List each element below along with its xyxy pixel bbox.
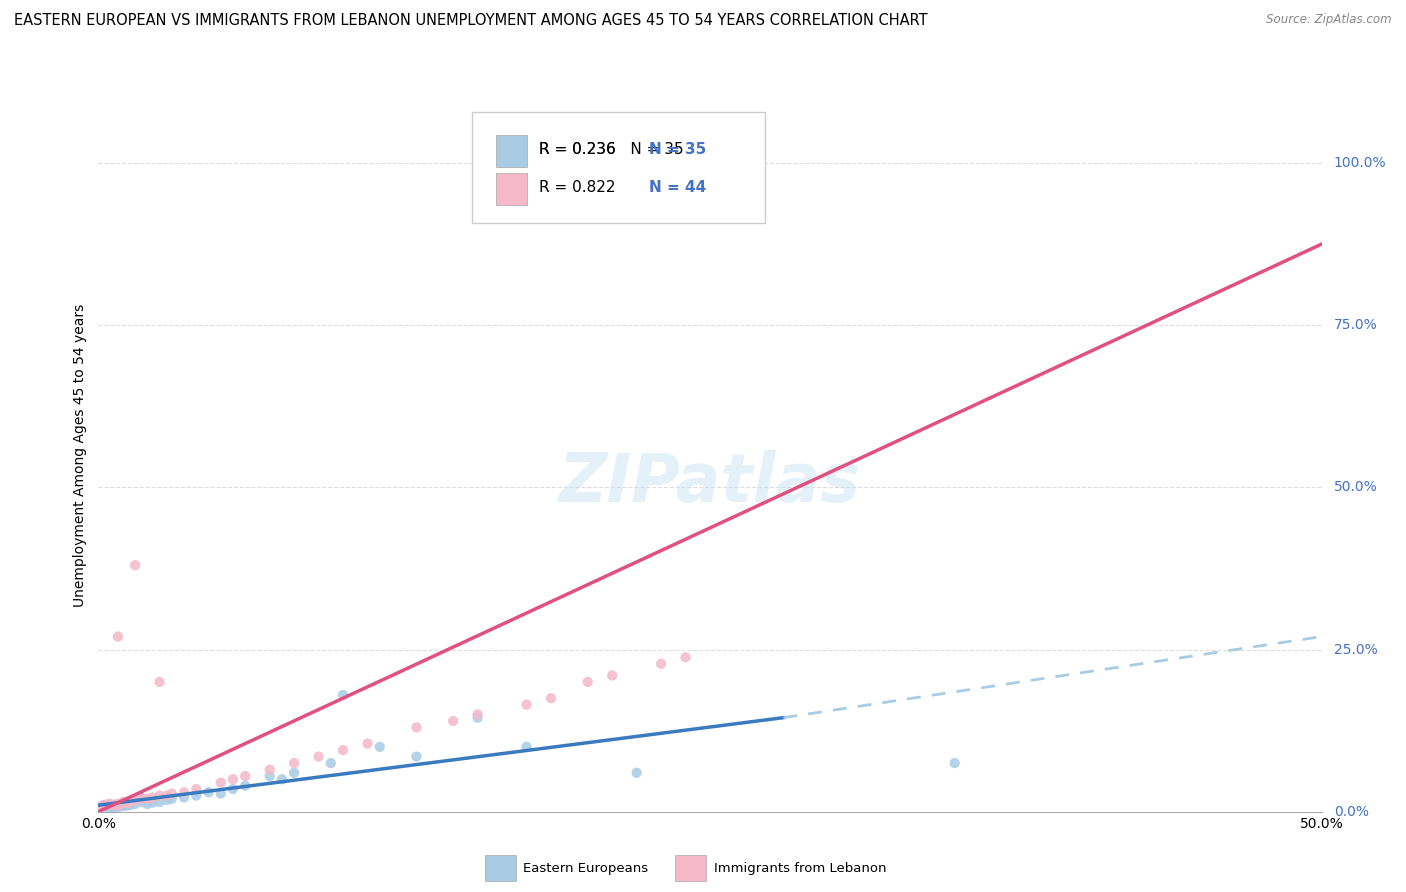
Point <box>107 630 129 644</box>
Point <box>259 769 281 783</box>
Point <box>149 795 172 809</box>
Point <box>650 657 672 671</box>
Point <box>222 772 245 787</box>
Point <box>91 798 114 813</box>
Point <box>515 739 537 754</box>
FancyBboxPatch shape <box>471 112 765 223</box>
Point <box>332 688 354 702</box>
Point <box>405 720 427 734</box>
Text: Eastern Europeans: Eastern Europeans <box>523 863 648 875</box>
Point <box>107 797 129 811</box>
Point <box>104 797 127 812</box>
Point <box>173 785 195 799</box>
Point <box>186 789 208 803</box>
Point <box>467 711 489 725</box>
Text: ZIPatlas: ZIPatlas <box>560 450 860 516</box>
Point <box>156 793 179 807</box>
Text: N = 44: N = 44 <box>648 180 706 194</box>
Point <box>114 796 136 810</box>
Text: 0.0%: 0.0% <box>1334 805 1369 819</box>
Point <box>124 793 146 807</box>
Point <box>120 798 142 813</box>
Point <box>209 787 232 801</box>
Point <box>97 801 120 815</box>
Point <box>136 797 159 811</box>
Point <box>233 769 256 783</box>
Point <box>173 790 195 805</box>
Text: EASTERN EUROPEAN VS IMMIGRANTS FROM LEBANON UNEMPLOYMENT AMONG AGES 45 TO 54 YEA: EASTERN EUROPEAN VS IMMIGRANTS FROM LEBA… <box>14 13 928 29</box>
Point <box>943 756 966 770</box>
Point <box>120 794 142 808</box>
Point <box>467 707 489 722</box>
Bar <box>496 173 526 205</box>
Text: R = 0.236   N = 35: R = 0.236 N = 35 <box>538 142 683 157</box>
Point <box>356 737 378 751</box>
Point <box>368 739 391 754</box>
Point <box>111 798 134 813</box>
Point <box>308 749 330 764</box>
Text: 50.0%: 50.0% <box>1334 481 1378 494</box>
Point <box>141 790 163 805</box>
Text: N = 35: N = 35 <box>648 142 706 157</box>
Point <box>576 675 599 690</box>
Point <box>441 714 464 728</box>
Point <box>129 790 152 805</box>
Point <box>131 791 153 805</box>
Point <box>141 796 163 810</box>
Bar <box>496 136 526 168</box>
Point <box>160 787 183 801</box>
Point <box>156 789 179 803</box>
Point <box>222 782 245 797</box>
Point <box>90 799 112 814</box>
Y-axis label: Unemployment Among Ages 45 to 54 years: Unemployment Among Ages 45 to 54 years <box>73 303 87 607</box>
Point <box>91 798 114 813</box>
Point <box>117 797 139 811</box>
Point <box>319 756 342 770</box>
Point <box>626 765 648 780</box>
Text: 75.0%: 75.0% <box>1334 318 1378 332</box>
Point <box>259 763 281 777</box>
Point <box>110 797 132 811</box>
Point <box>515 698 537 712</box>
Point <box>540 691 562 706</box>
Text: 100.0%: 100.0% <box>1334 156 1386 170</box>
Point <box>283 765 305 780</box>
Point <box>149 675 172 690</box>
Point <box>100 799 122 814</box>
Point <box>104 801 127 815</box>
Point <box>117 797 139 812</box>
Point <box>101 798 124 813</box>
Point <box>209 775 232 789</box>
Point <box>283 756 305 770</box>
Point <box>405 749 427 764</box>
Point <box>675 650 697 665</box>
Point <box>110 799 132 814</box>
Point <box>131 795 153 809</box>
Point <box>124 558 146 573</box>
Text: Source: ZipAtlas.com: Source: ZipAtlas.com <box>1267 13 1392 27</box>
Point <box>100 797 122 811</box>
Point <box>124 797 146 811</box>
Point <box>101 800 124 814</box>
Point <box>111 795 134 809</box>
Point <box>186 782 208 797</box>
Text: Immigrants from Lebanon: Immigrants from Lebanon <box>714 863 887 875</box>
Point <box>136 791 159 805</box>
Point <box>149 789 172 803</box>
Point <box>160 791 183 805</box>
Point <box>97 797 120 811</box>
Point <box>107 798 129 813</box>
Text: R = 0.236: R = 0.236 <box>538 142 630 157</box>
Point <box>600 668 623 682</box>
Point <box>114 798 136 813</box>
Text: R = 0.822: R = 0.822 <box>538 180 630 194</box>
Point <box>233 779 256 793</box>
Point <box>94 798 117 813</box>
Point <box>332 743 354 757</box>
Text: 25.0%: 25.0% <box>1334 642 1378 657</box>
Point <box>270 772 294 787</box>
Point <box>197 785 219 799</box>
